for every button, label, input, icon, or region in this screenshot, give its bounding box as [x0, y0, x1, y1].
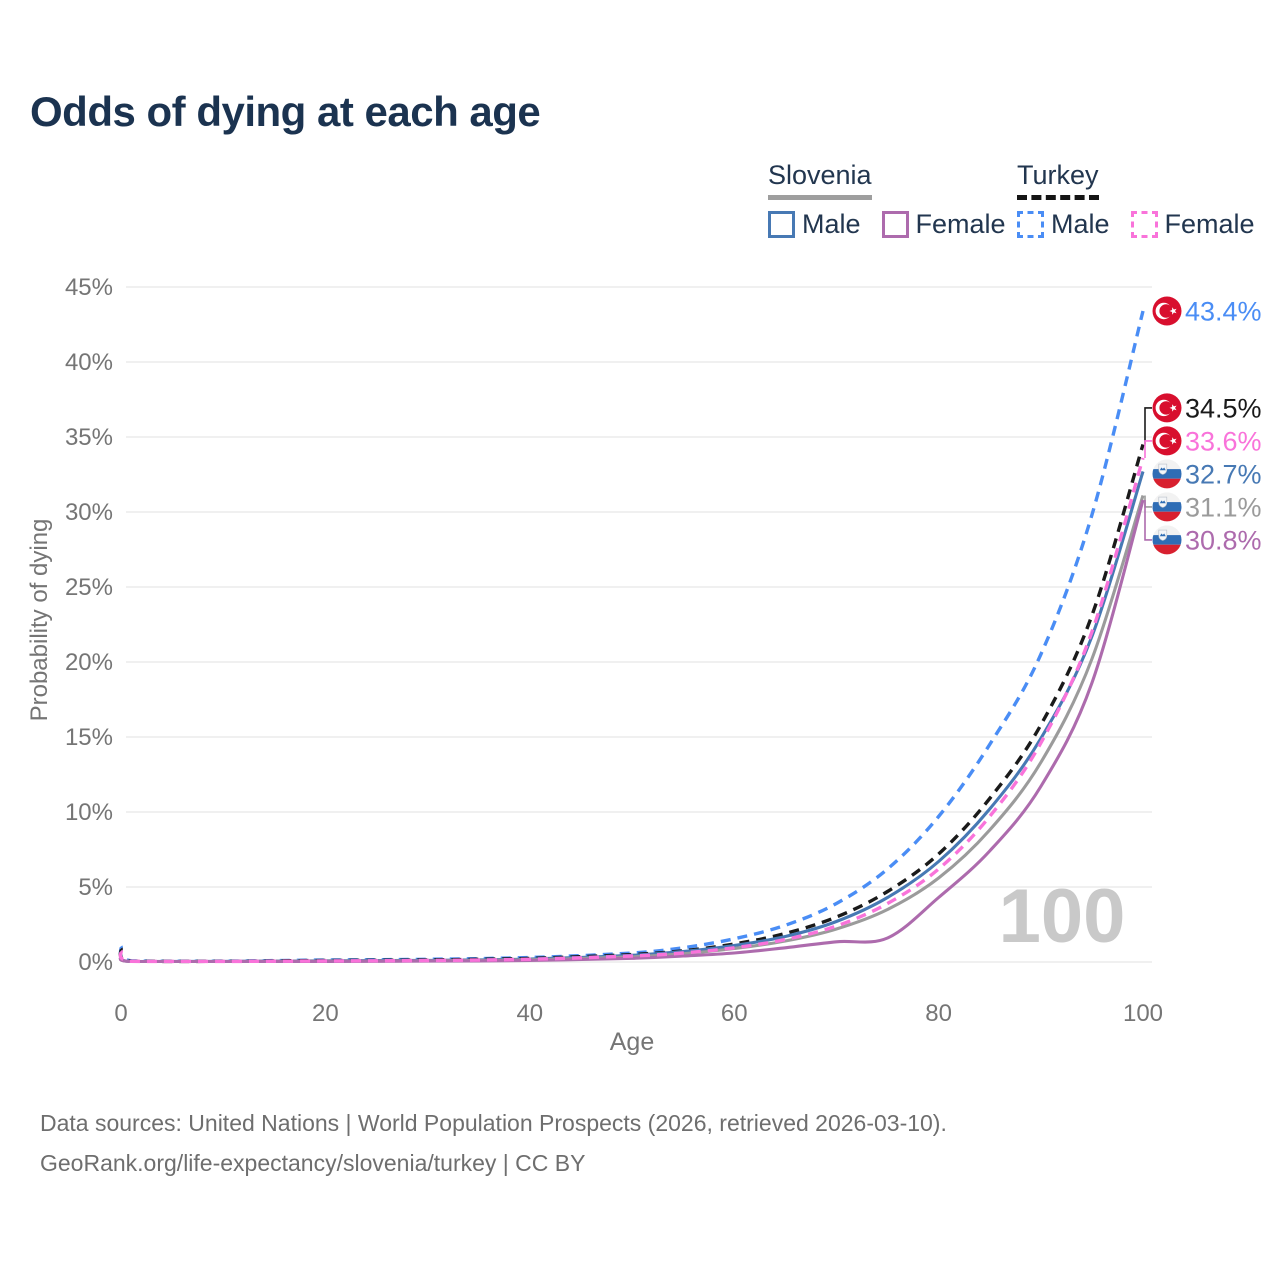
- x-tick-label: 0: [114, 1000, 127, 1027]
- series-line-turkey[interactable]: [118, 444, 1145, 964]
- series-line-slovenia-male[interactable]: [118, 471, 1145, 964]
- footer-attribution: GeoRank.org/life-expectancy/slovenia/tur…: [40, 1150, 586, 1176]
- flag-icon-slovenia: [1152, 459, 1182, 489]
- legend-label-turkey-male[interactable]: Male: [1051, 209, 1110, 239]
- end-label-slovenia: 31.1%: [1185, 492, 1262, 522]
- x-tick-label: 100: [1123, 1000, 1163, 1027]
- y-tick-label: 20%: [65, 649, 113, 676]
- legend-row-turkey: Male Female: [1017, 209, 1276, 240]
- y-tick-label: 5%: [78, 874, 113, 901]
- legend-label-slovenia-female[interactable]: Female: [915, 209, 1006, 239]
- series-line-turkey-female[interactable]: [118, 457, 1145, 964]
- page-title: Odds of dying at each age: [30, 88, 541, 135]
- series-line-slovenia[interactable]: [118, 495, 1145, 964]
- end-label-turkey-male: 43.4%: [1185, 297, 1262, 327]
- legend-country-turkey: Turkey: [1017, 160, 1099, 200]
- end-label-turkey: 34.5%: [1185, 393, 1262, 423]
- label-connector-slovenia: [1144, 495, 1152, 508]
- legend-group-slovenia: Slovenia Male Female: [768, 160, 1027, 240]
- age-counter-watermark: 100: [999, 874, 1126, 959]
- legend-label-slovenia-male[interactable]: Male: [802, 209, 861, 239]
- y-tick-label: 10%: [65, 799, 113, 826]
- legend-row-slovenia: Male Female: [768, 209, 1027, 240]
- end-label-slovenia-male: 32.7%: [1185, 459, 1262, 489]
- label-connector-turkey: [1144, 407, 1152, 445]
- x-tick-label: 40: [516, 1000, 543, 1027]
- flag-icon-turkey: [1152, 426, 1182, 456]
- y-tick-label: 25%: [65, 574, 113, 601]
- x-tick-label: 80: [925, 1000, 952, 1027]
- flag-icon-slovenia: [1152, 492, 1182, 522]
- x-tick-label: 60: [721, 1000, 748, 1027]
- series-line-slovenia-female[interactable]: [118, 499, 1145, 964]
- y-tick-label: 0%: [78, 949, 113, 976]
- flag-icon-slovenia: [1152, 525, 1182, 555]
- flag-icon-turkey: [1152, 393, 1182, 423]
- footer-data-sources: Data sources: United Nations | World Pop…: [40, 1110, 947, 1136]
- label-connector-turkey-female: [1144, 440, 1152, 458]
- legend: Slovenia Male Female Turkey Male Female: [0, 160, 1280, 250]
- legend-group-turkey: Turkey Male Female: [1017, 160, 1276, 240]
- y-tick-label: 40%: [65, 349, 113, 376]
- y-tick-label: 15%: [65, 724, 113, 751]
- legend-swatch-turkey-male[interactable]: [1017, 211, 1044, 238]
- y-axis-title: Probability of dying: [26, 519, 53, 722]
- legend-label-turkey-female[interactable]: Female: [1164, 209, 1255, 239]
- footer: Data sources: United Nations | World Pop…: [40, 1103, 947, 1183]
- end-label-turkey-female: 33.6%: [1185, 426, 1262, 456]
- legend-country-slovenia: Slovenia: [768, 160, 872, 200]
- series-line-turkey-male[interactable]: [118, 310, 1145, 963]
- label-connector-slovenia-female: [1144, 500, 1152, 541]
- x-axis-title: Age: [610, 1028, 654, 1056]
- y-tick-label: 30%: [65, 499, 113, 526]
- y-tick-label: 35%: [65, 424, 113, 451]
- flag-icon-turkey: [1152, 296, 1182, 326]
- y-tick-label: 45%: [65, 274, 113, 301]
- legend-swatch-slovenia-female[interactable]: [881, 211, 909, 238]
- legend-swatch-slovenia-male[interactable]: [768, 211, 795, 238]
- legend-swatch-turkey-female[interactable]: [1130, 211, 1158, 238]
- x-tick-label: 20: [312, 1000, 339, 1027]
- end-label-slovenia-female: 30.8%: [1185, 525, 1262, 555]
